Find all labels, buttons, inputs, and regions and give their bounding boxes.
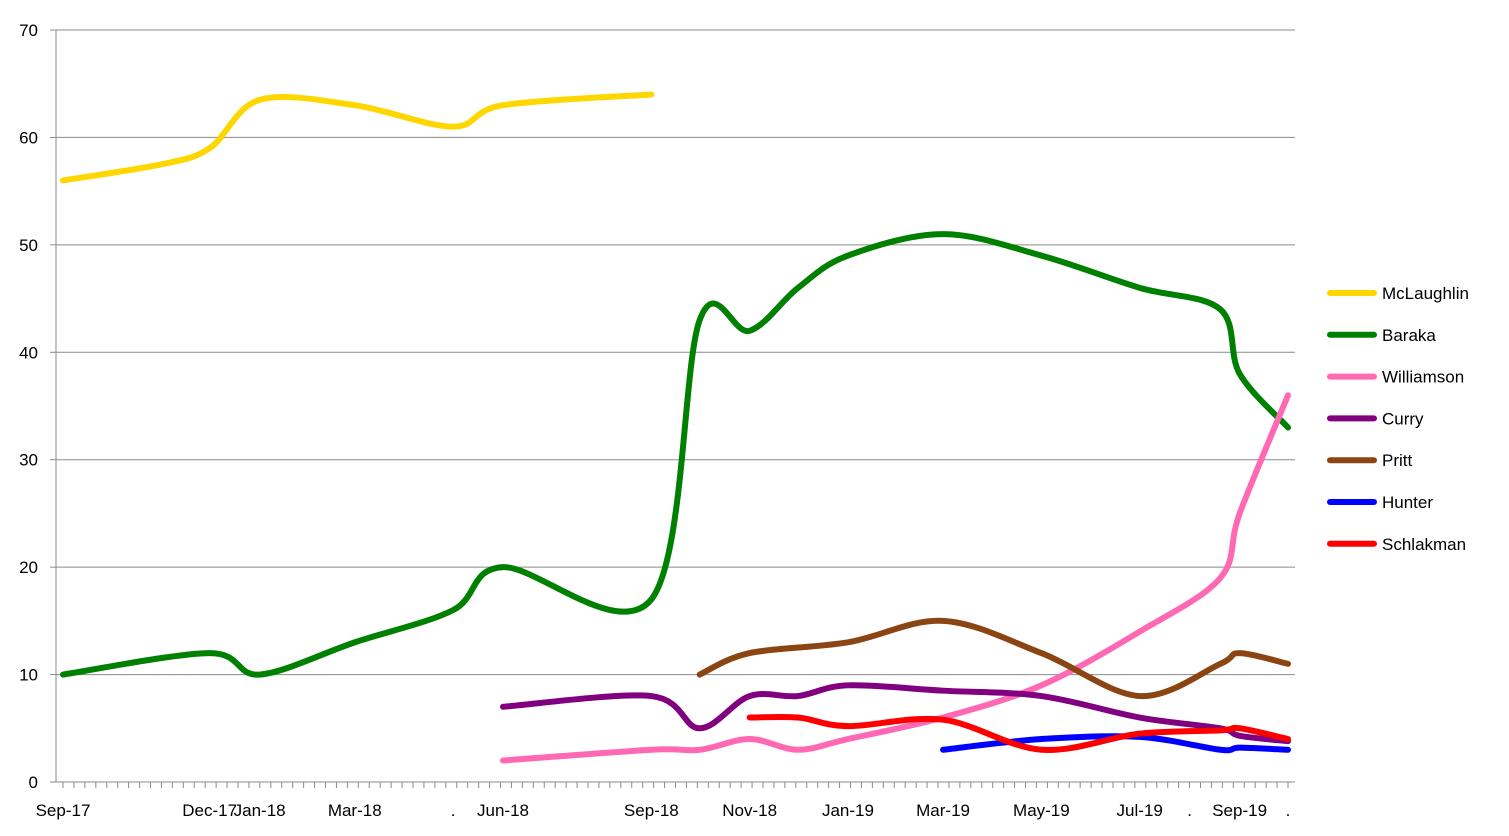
x-tick-label: Jun-18 [477, 801, 529, 820]
x-tick-label: . [1218, 801, 1223, 820]
y-tick-label: 70 [19, 21, 38, 40]
series-line-baraka [60, 231, 1291, 678]
y-tick-label: 20 [19, 558, 38, 577]
x-tick-label: Mar-19 [916, 801, 970, 820]
x-tick-label: Jan-19 [822, 801, 874, 820]
x-tick-label: Sep-17 [36, 801, 91, 820]
y-tick-label: 60 [19, 128, 38, 147]
series-layer [60, 91, 1291, 764]
y-tick-label: 50 [19, 236, 38, 255]
x-tick-label: May-19 [1013, 801, 1070, 820]
y-tick-label: 10 [19, 666, 38, 685]
x-tick-label: Jul-19 [1117, 801, 1163, 820]
series-line-williamson [500, 392, 1291, 764]
legend-label-hunter: Hunter [1382, 493, 1433, 512]
series-line-schlakman [746, 713, 1291, 753]
y-tick-label: 40 [19, 343, 38, 362]
x-tick-label: Jan-18 [234, 801, 286, 820]
y-tick-label: 0 [29, 773, 38, 792]
series-line-pritt [696, 617, 1291, 700]
x-tick-label: Sep-18 [624, 801, 679, 820]
x-tick-label: . [451, 801, 456, 820]
legend-label-williamson: Williamson [1382, 368, 1464, 387]
series-line-hunter [940, 733, 1291, 754]
x-tick-label: Mar-18 [328, 801, 382, 820]
legend-label-mclaughlin: McLaughlin [1382, 284, 1469, 303]
x-tick-label: Dec-17 [182, 801, 237, 820]
legend-label-baraka: Baraka [1382, 326, 1436, 345]
series-line-mclaughlin [60, 91, 655, 184]
legend-label-schlakman: Schlakman [1382, 535, 1466, 554]
y-tick-label: 30 [19, 451, 38, 470]
legend: McLaughlin Baraka Williamson Curry Pritt Hunt… [1327, 284, 1469, 554]
legend-label-curry: Curry [1382, 409, 1424, 428]
x-tick-label: Nov-18 [722, 801, 777, 820]
legend-label-pritt: Pritt [1382, 451, 1413, 470]
x-tick-label: Sep-19 [1212, 801, 1267, 820]
x-tick-label: . [1187, 801, 1192, 820]
x-tick-label: . [1286, 801, 1291, 820]
